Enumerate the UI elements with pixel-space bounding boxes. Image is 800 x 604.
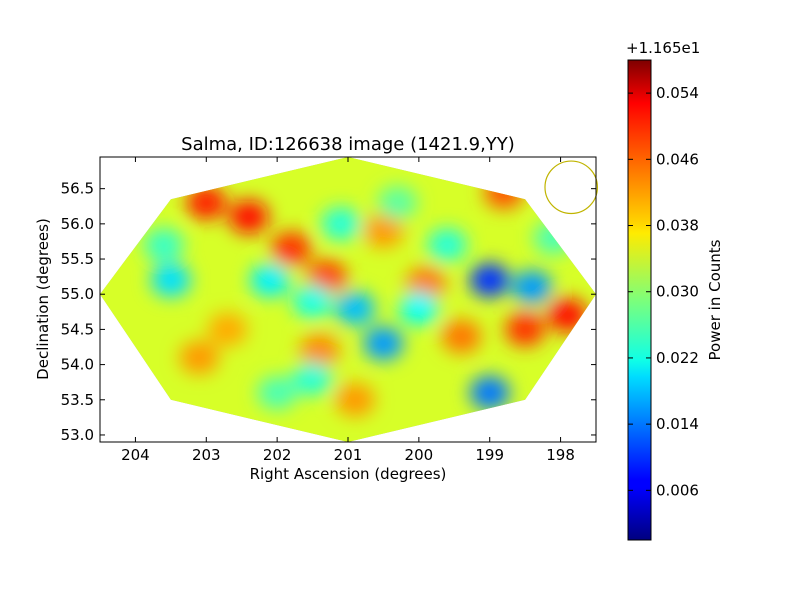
heatmap-feature [399, 291, 439, 326]
heatmap-feature [469, 263, 510, 298]
x-axis: 204 203 202 201 200 199 198 [121, 157, 575, 464]
heatmap-feature [186, 185, 227, 220]
x-tick-label: 202 [263, 446, 292, 464]
heatmap-feature [250, 263, 290, 298]
heatmap-feature [292, 361, 333, 396]
y-tick-label: 56.0 [61, 215, 94, 233]
colorbar-tick-label: 0.054 [656, 84, 699, 102]
colorbar-tick-label: 0.030 [656, 283, 699, 301]
heatmap-feature [547, 298, 588, 333]
chart-title: Salma, ID:126638 image (1421.9,YY) [181, 134, 515, 155]
colorbar-tick-label: 0.046 [656, 150, 699, 168]
y-tick-label: 56.5 [61, 180, 94, 198]
colorbar-axis: 0.006 0.014 0.022 0.030 0.038 0.046 0.054 [628, 84, 699, 499]
heatmap-feature [143, 228, 184, 262]
y-tick-label: 54.0 [61, 356, 94, 374]
x-axis-label: Right Ascension (degrees) [250, 465, 447, 483]
y-tick-label: 55.0 [61, 285, 94, 303]
heatmap-feature [505, 312, 545, 347]
heatmap-feature [321, 206, 361, 241]
y-tick-label: 53.5 [61, 391, 94, 409]
colorbar-tick-label: 0.006 [656, 481, 699, 499]
heatmap-feature [335, 291, 375, 326]
heatmap-feature [292, 284, 333, 319]
beam-circle [544, 160, 599, 215]
heatmap-feature [469, 375, 510, 410]
colorbar [627, 59, 652, 541]
y-tick-label: 55.5 [61, 250, 94, 268]
y-tick-label: 53.0 [61, 426, 94, 444]
heatmap-feature [257, 375, 297, 410]
x-tick-label: 203 [192, 446, 221, 464]
y-axis-label: Declination (degrees) [34, 218, 52, 380]
heatmap-feature [533, 221, 574, 255]
heatmap-feature [427, 228, 468, 262]
y-axis: 53.0 53.5 54.0 54.5 55.0 55.5 56.0 56.5 [61, 180, 596, 444]
heatmap-feature [363, 214, 404, 248]
colorbar-tick-label: 0.014 [656, 415, 699, 433]
heatmap-feature [335, 382, 375, 417]
heatmap-feature [512, 270, 553, 305]
colorbar-offset-text: +1.165e1 [626, 39, 700, 57]
colorbar-tick-label: 0.022 [656, 349, 699, 367]
x-tick-label: 198 [546, 446, 575, 464]
heatmap-feature [441, 319, 482, 354]
heatmap-feature [299, 333, 340, 368]
x-tick-label: 201 [334, 446, 363, 464]
heatmap-feature [271, 231, 312, 266]
colorbar-tick-label: 0.038 [656, 217, 699, 235]
heatmap-feature [228, 199, 269, 234]
heatmap-feature [179, 340, 220, 375]
x-tick-label: 199 [475, 446, 504, 464]
heatmap-feature [377, 185, 418, 220]
x-tick-label: 204 [121, 446, 150, 464]
heatmap-feature [484, 175, 524, 210]
colorbar-label: Power in Counts [706, 239, 724, 360]
heatmap-layer [100, 157, 596, 442]
x-tick-label: 200 [405, 446, 434, 464]
y-tick-label: 54.5 [61, 320, 94, 338]
heatmap-feature [363, 326, 404, 361]
heatmap-feature [207, 312, 248, 347]
heatmap-feature [151, 263, 191, 298]
